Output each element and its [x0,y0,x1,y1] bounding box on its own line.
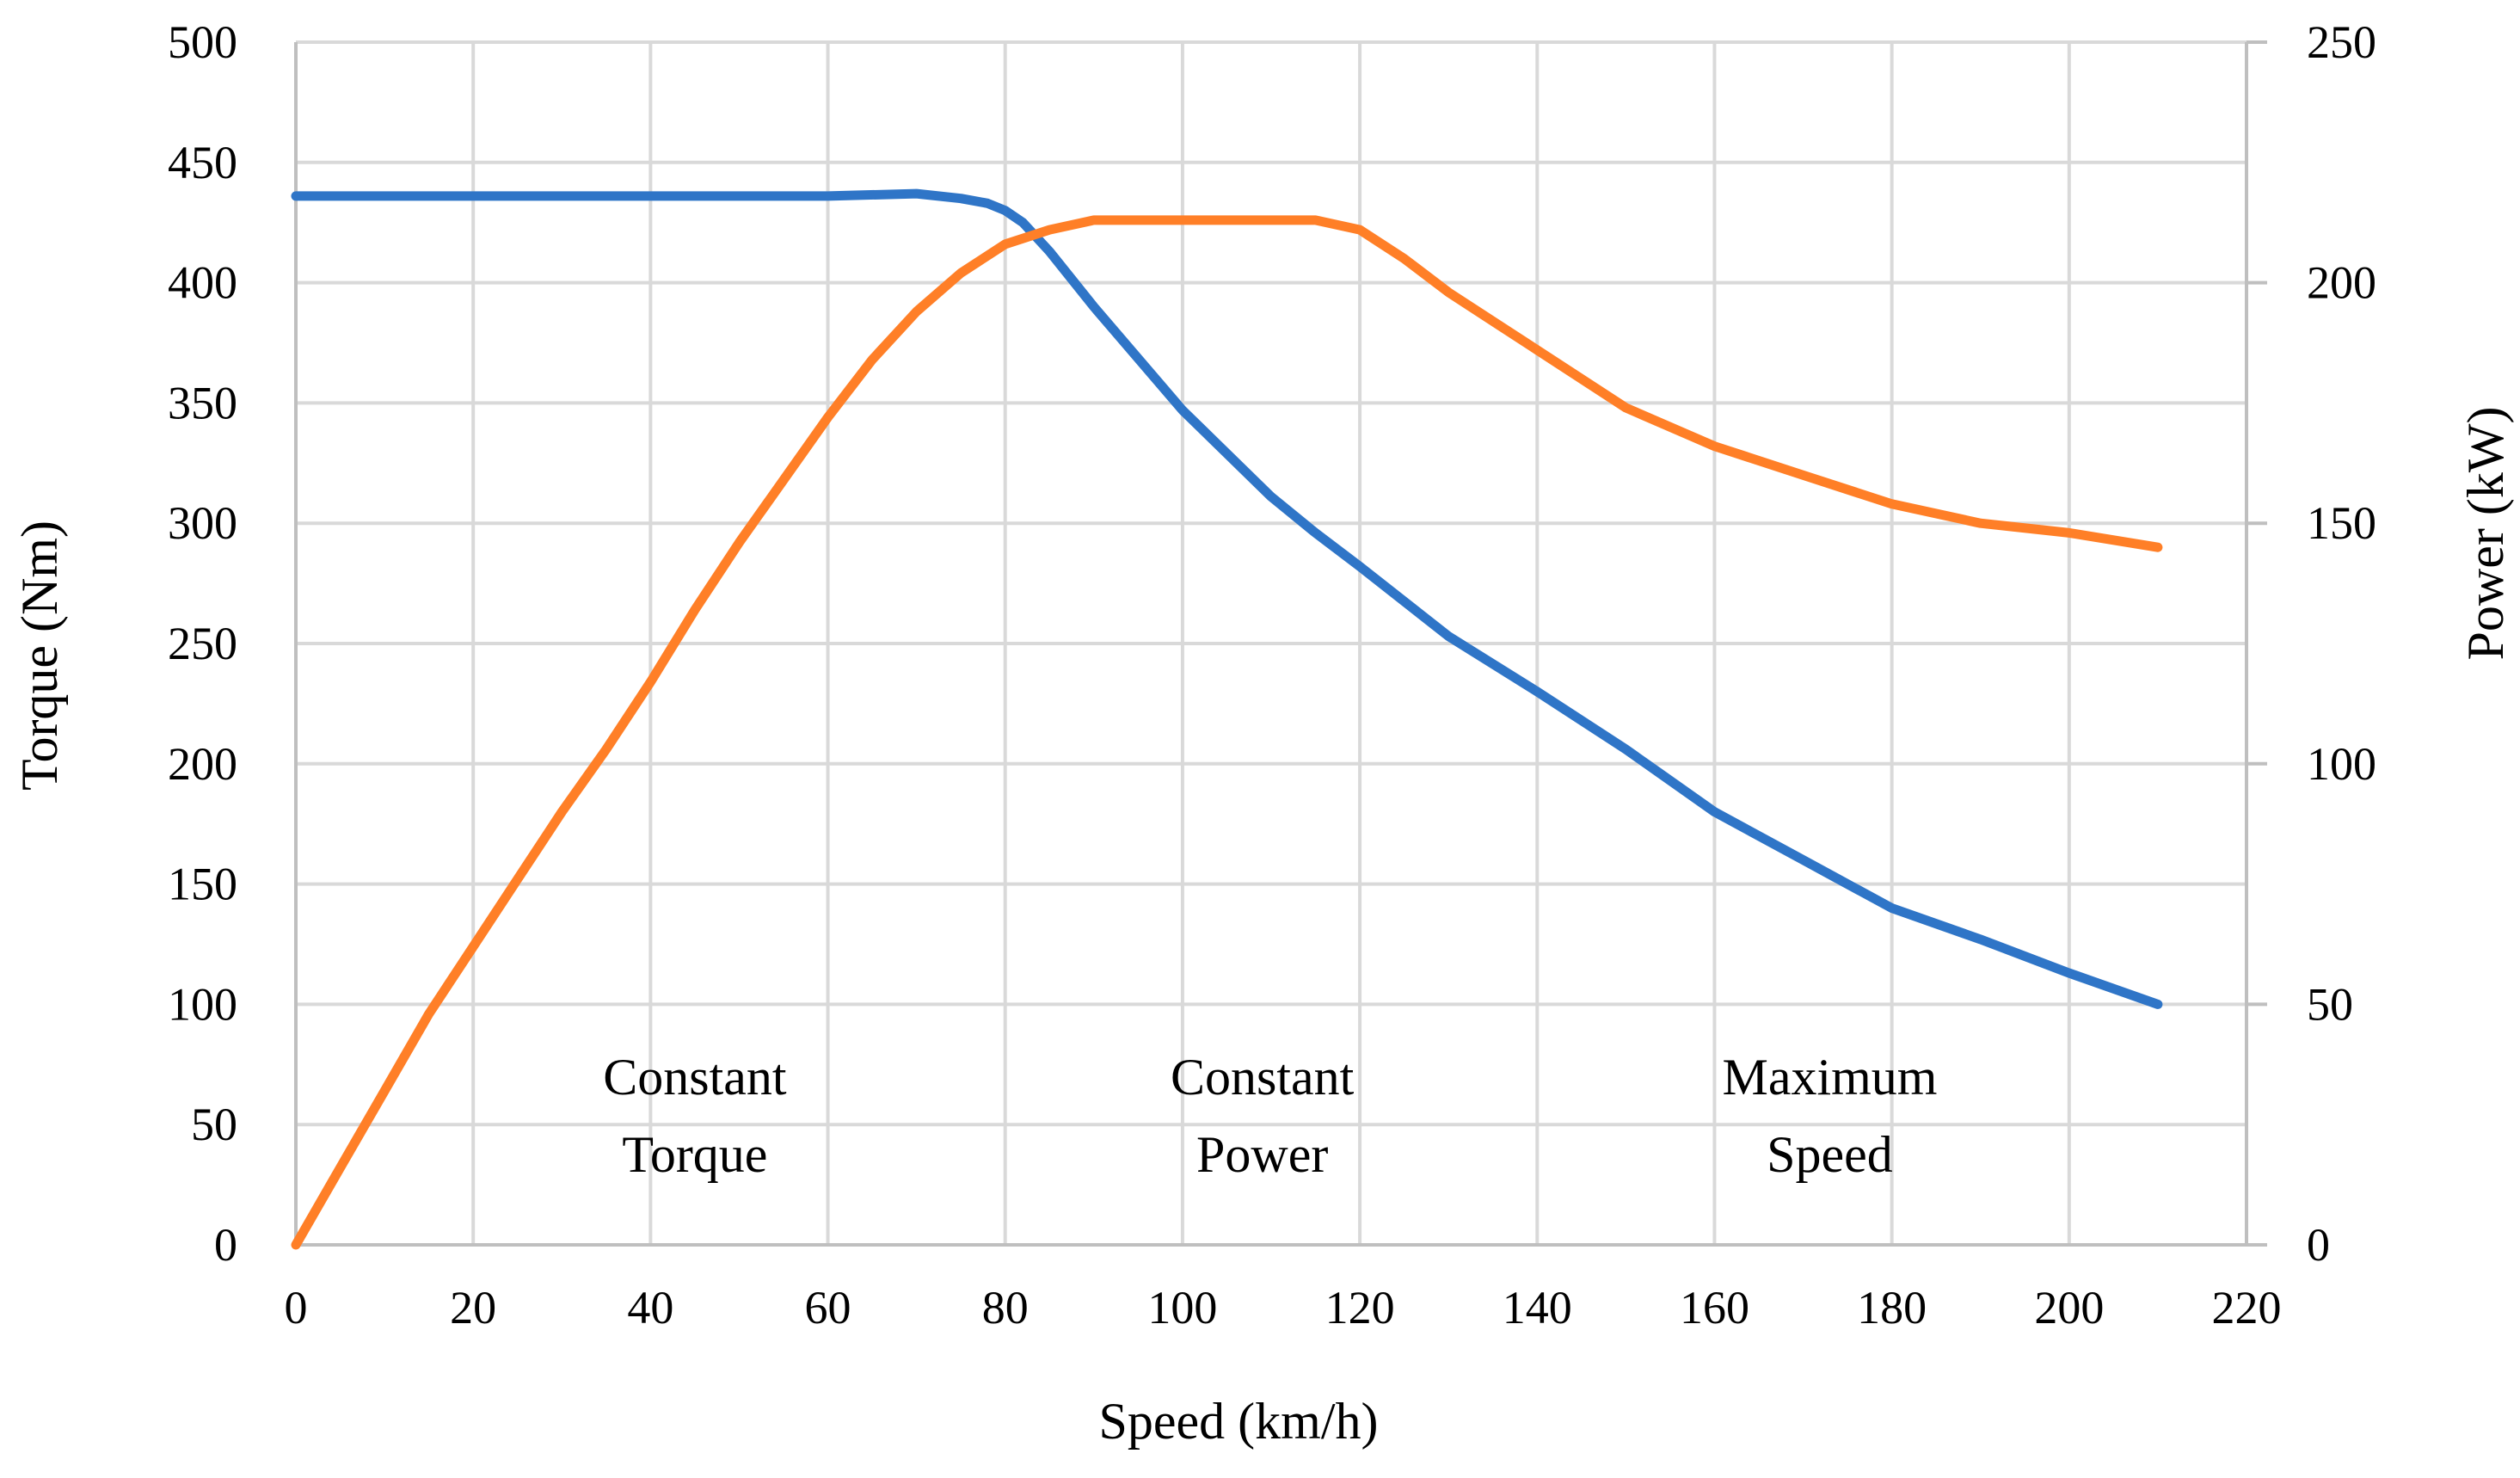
region-annotation-text: Power [1196,1126,1328,1183]
x-tick-label: 120 [1325,1282,1395,1333]
series-lines [291,188,2163,1250]
y-left-tick-label: 150 [168,859,237,910]
y-left-tick-label: 100 [168,978,237,1030]
region-annotations: Constant Torque Constant Power Maximum Speed [603,1049,1937,1183]
region-annotation-text: Torque [622,1126,767,1183]
x-tick-label: 60 [805,1282,851,1333]
y-right-tick-label: 150 [2307,497,2376,549]
tick-labels: 0 20 40 60 80 100 120 140 160 180 200 220 0 50 100 150 2… [168,16,2376,1333]
region-annotation-text: Maximum [1722,1049,1937,1105]
torque-series-line [291,188,2163,1009]
y-left-tick-label: 50 [191,1099,237,1150]
y-left-tick-label: 200 [168,738,237,790]
x-tick-label: 220 [2212,1282,2282,1333]
y-left-tick-label: 450 [168,137,237,188]
region-annotation-text: Constant [603,1049,787,1105]
x-tick-label: 20 [450,1282,496,1333]
x-tick-label: 0 [285,1282,308,1333]
x-tick-label: 140 [1503,1282,1572,1333]
x-tick-label: 80 [982,1282,1029,1333]
y-left-tick-label: 250 [168,618,237,669]
region-annotation-text: Speed [1767,1126,1893,1183]
y-left-tick-label: 0 [214,1219,237,1271]
y-left-tick-label: 350 [168,377,237,428]
y-right-axis-title: Power (kW) [2457,407,2514,661]
x-tick-label: 180 [1857,1282,1927,1333]
x-tick-label: 40 [627,1282,673,1333]
x-axis-title: Speed (km/h) [1099,1393,1379,1450]
region-annotation-text: Constant [1171,1049,1355,1105]
x-tick-label: 100 [1147,1282,1217,1333]
y-left-tick-label: 400 [168,257,237,309]
y-left-tick-label: 500 [168,16,237,68]
x-tick-label: 160 [1680,1282,1749,1333]
x-tick-label: 200 [2034,1282,2104,1333]
y-left-tick-label: 300 [168,497,237,549]
y-right-tick-label: 250 [2307,16,2376,68]
y-right-tick-label: 0 [2307,1219,2330,1271]
y-left-axis-title: Torque (Nm) [11,520,68,791]
y-right-tick-label: 100 [2307,738,2376,790]
power-series-line [291,215,2163,1250]
axes [294,40,2267,1247]
y-right-tick-label: 50 [2307,978,2353,1030]
y-right-tick-label: 200 [2307,257,2376,309]
